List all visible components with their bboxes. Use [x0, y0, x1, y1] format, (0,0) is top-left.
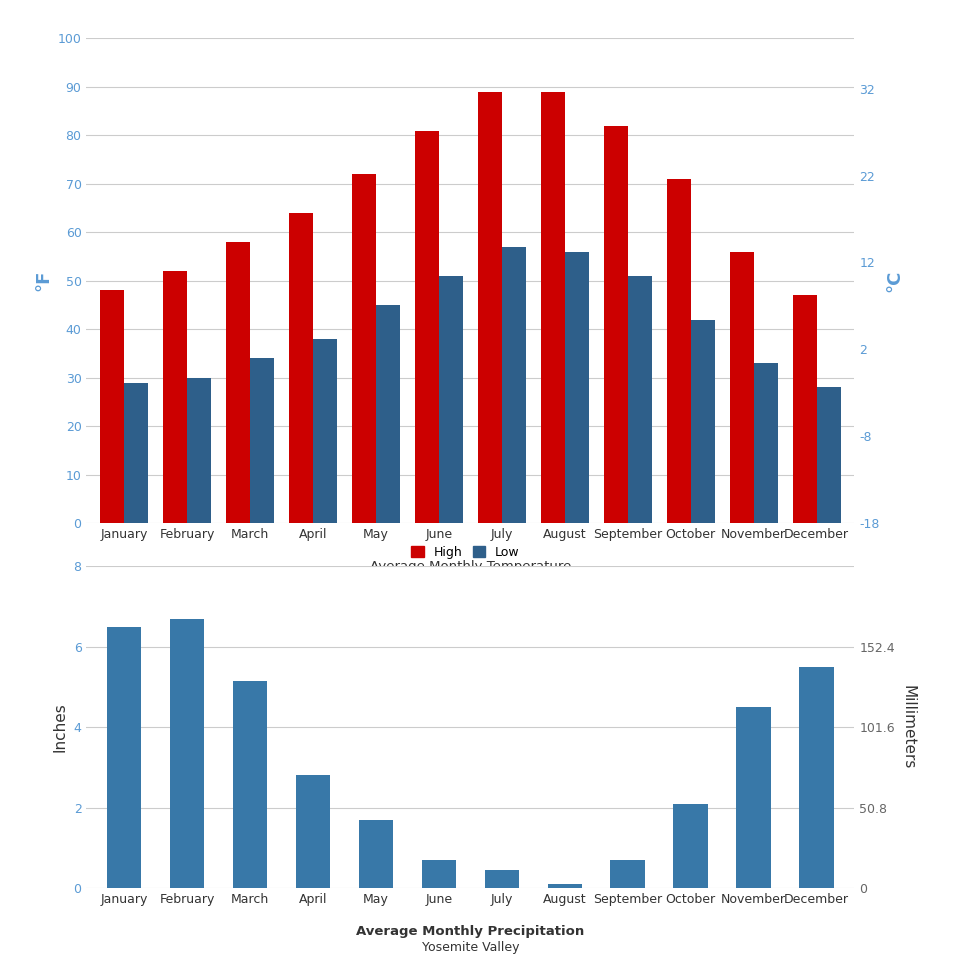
- Bar: [232, 681, 268, 888]
- Bar: [187, 377, 211, 523]
- Text: Average Monthly Temperature: Average Monthly Temperature: [370, 560, 571, 572]
- Y-axis label: °F: °F: [35, 270, 52, 292]
- Bar: [289, 213, 313, 523]
- Bar: [100, 291, 124, 523]
- Bar: [170, 618, 204, 888]
- Bar: [359, 820, 394, 888]
- Bar: [793, 296, 817, 523]
- Text: Average Monthly Precipitation: Average Monthly Precipitation: [356, 925, 585, 938]
- Bar: [296, 776, 330, 888]
- Text: Yosemite Valley: Yosemite Valley: [421, 941, 519, 954]
- Bar: [227, 242, 250, 523]
- Bar: [730, 252, 754, 523]
- Bar: [628, 276, 652, 523]
- Bar: [376, 305, 400, 523]
- Bar: [754, 363, 778, 523]
- Bar: [691, 320, 714, 523]
- Bar: [540, 92, 564, 523]
- Bar: [667, 179, 691, 523]
- Bar: [439, 276, 463, 523]
- Bar: [673, 804, 708, 888]
- Bar: [547, 884, 582, 888]
- Bar: [817, 388, 841, 523]
- Bar: [611, 860, 645, 888]
- Bar: [478, 92, 502, 523]
- Bar: [502, 247, 526, 523]
- Bar: [604, 126, 628, 523]
- Y-axis label: Inches: Inches: [53, 703, 68, 752]
- Bar: [564, 252, 588, 523]
- Y-axis label: Millimeters: Millimeters: [900, 685, 916, 769]
- Text: Yosemite Valley: Yosemite Valley: [421, 579, 519, 592]
- Y-axis label: °C: °C: [885, 270, 903, 292]
- Bar: [421, 860, 456, 888]
- Bar: [415, 131, 439, 523]
- Bar: [250, 358, 274, 523]
- Bar: [800, 667, 834, 888]
- Bar: [736, 708, 771, 888]
- Bar: [352, 174, 376, 523]
- Bar: [485, 870, 519, 888]
- Bar: [163, 271, 187, 523]
- Bar: [107, 627, 141, 888]
- Bar: [313, 339, 337, 523]
- Bar: [124, 383, 148, 523]
- Legend: High, Low: High, Low: [406, 541, 525, 564]
